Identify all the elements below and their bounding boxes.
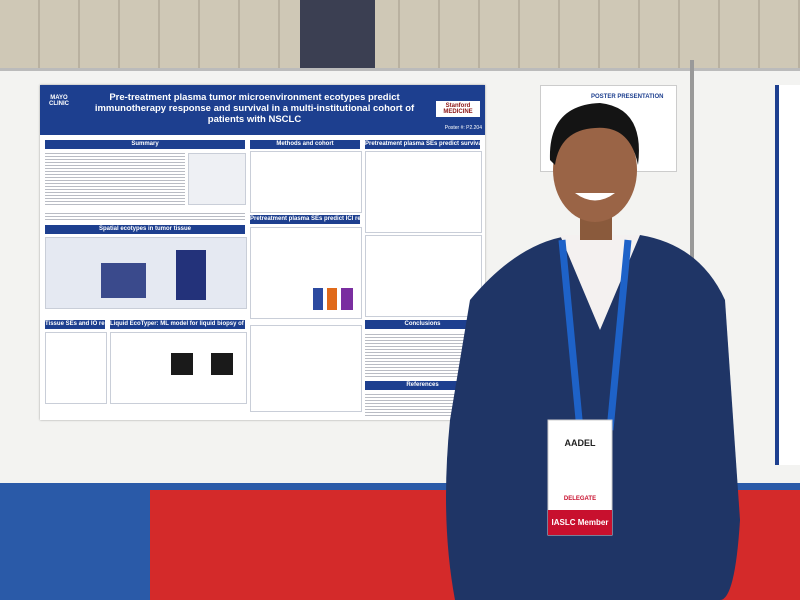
ceiling	[0, 0, 800, 75]
table	[250, 151, 362, 213]
section-header: Methods and cohort	[250, 140, 360, 149]
figure	[188, 153, 246, 205]
badge-member: IASLC Member	[552, 518, 609, 527]
heatmap	[171, 353, 193, 375]
text-block	[45, 151, 185, 206]
bar-chart	[313, 288, 353, 310]
heatmap	[176, 250, 206, 300]
section-header: Spatial ecotypes in tumor tissue	[45, 225, 245, 234]
badge-role: DELEGATE	[564, 496, 596, 502]
poster-number: Poster #: P2.204	[444, 125, 482, 131]
figure	[250, 325, 362, 412]
logo-left: MAYO CLINIC	[49, 95, 69, 107]
poster-header	[40, 85, 485, 135]
face	[553, 118, 637, 222]
section-header: References	[365, 381, 480, 390]
figure	[45, 332, 107, 404]
badge-band	[548, 510, 612, 535]
suit	[446, 235, 740, 600]
lanyard	[558, 239, 632, 431]
poster: MAYO CLINIC Pre-treatment plasma tumor m…	[40, 85, 485, 420]
hair	[549, 103, 639, 165]
section-header: Conclusions	[365, 320, 480, 329]
logo-right: Stanford MEDICINE	[436, 101, 480, 117]
section-header: Pretreatment plasma SEs predict ICI resp…	[250, 215, 360, 224]
smile	[575, 193, 615, 201]
figure	[110, 332, 247, 404]
neighbor-poster	[775, 85, 800, 465]
section-header: Liquid EcoTyper: ML model for liquid bio…	[110, 320, 245, 329]
section-header: Pretreatment plasma SEs predict survival	[365, 140, 480, 149]
heatmap	[211, 353, 233, 375]
figure	[250, 227, 362, 319]
text-block	[45, 211, 245, 221]
heatmap	[101, 263, 146, 298]
section-header: Summary	[45, 140, 245, 149]
section-header: Tissue SEs and IO response	[45, 320, 105, 329]
poster-title: Pre-treatment plasma tumor microenvironm…	[94, 92, 415, 125]
shirt	[560, 235, 640, 330]
figure	[45, 237, 247, 309]
table	[365, 235, 482, 317]
figure	[365, 151, 482, 233]
sign-label: POSTER PRESENTATION	[591, 94, 664, 100]
pillar-sign	[300, 0, 375, 70]
badge-name: AADEL	[565, 438, 597, 448]
